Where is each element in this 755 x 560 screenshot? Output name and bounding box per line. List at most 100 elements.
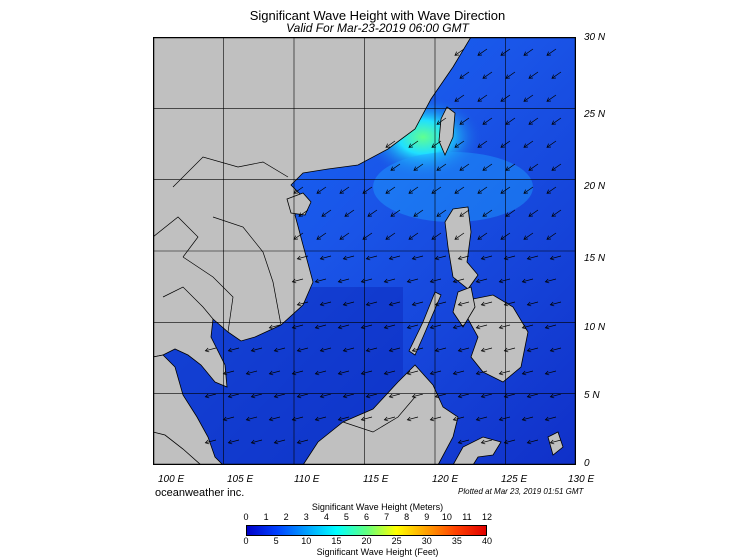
hainan-island [286, 192, 312, 216]
sulawesi-island [452, 436, 502, 465]
lon-label-130e: 130 E [568, 474, 595, 485]
lat-label-25n: 25 N [584, 109, 606, 120]
colorbar-feet-tick: 25 [391, 536, 402, 546]
colorbar-meters-tick: 9 [424, 512, 430, 522]
wave-direction-arrows [204, 48, 562, 445]
map-subtitle: Valid For Mar-23-2019 06:00 GMT [286, 21, 469, 35]
wave-direction-arrow [482, 117, 493, 125]
wave-direction-arrow [429, 416, 442, 422]
wave-direction-arrow [498, 416, 511, 422]
wave-direction-arrow [454, 232, 465, 240]
wave-direction-arrow [408, 186, 419, 194]
wave-direction-arrow [457, 255, 470, 261]
wave-direction-arrow [319, 347, 332, 353]
wave-direction-arrow [342, 301, 355, 307]
wave-direction-arrow [314, 278, 327, 284]
wave-direction-arrow [245, 416, 258, 422]
wave-direction-arrow [383, 278, 396, 284]
wave-direction-arrow [411, 255, 424, 261]
colorbar-title-meters: Significant Wave Height (Meters) [311, 502, 444, 512]
wave-direction-arrow [296, 393, 309, 399]
lat-label-30n: 30 N [584, 32, 606, 43]
wave-direction-arrow [367, 209, 378, 217]
wave-direction-arrow [523, 186, 534, 194]
wave-direction-arrow [523, 232, 534, 240]
wave-direction-arrow [342, 255, 355, 261]
colorbar-meters-tick: 7 [384, 512, 390, 522]
wave-direction-arrow [549, 347, 562, 353]
wave-direction-arrow [436, 163, 447, 171]
wave-direction-arrow [546, 232, 557, 240]
colorbar-feet-tick: 30 [421, 536, 432, 546]
wave-direction-arrow [505, 163, 516, 171]
colorbar-meters-tick: 4 [323, 512, 329, 522]
wave-direction-arrow [475, 416, 488, 422]
wave-direction-arrow [245, 370, 258, 376]
wave-direction-arrow [521, 416, 534, 422]
wave-direction-arrow [268, 324, 281, 330]
wave-direction-arrow [454, 186, 465, 194]
wave-direction-arrow [293, 232, 304, 240]
wave-direction-arrow [222, 370, 235, 376]
lon-label-100e: 100 E [158, 474, 185, 485]
wave-direction-arrow [411, 301, 424, 307]
wave-direction-arrow [342, 347, 355, 353]
wave-direction-arrow [411, 347, 424, 353]
colorbar-meters-tick: 11 [462, 512, 472, 522]
wave-direction-arrow [383, 416, 396, 422]
wave-direction-arrow [408, 232, 419, 240]
wave-direction-arrow [434, 347, 447, 353]
wave-direction-arrow [337, 324, 350, 330]
wave-direction-arrow [551, 71, 562, 79]
wave-direction-arrow [314, 370, 327, 376]
wave-direction-arrow [434, 255, 447, 261]
wave-direction-arrow [296, 255, 309, 261]
wave-direction-arrow [319, 301, 332, 307]
wave-direction-arrow [480, 255, 493, 261]
wave-direction-arrow [413, 163, 424, 171]
wave-direction-arrow [250, 439, 263, 445]
graticule [153, 37, 576, 465]
wave-direction-arrow [204, 393, 217, 399]
wave-direction-arrow [477, 48, 488, 56]
wave-direction-arrow [388, 347, 401, 353]
wave-direction-arrow [436, 117, 447, 125]
wave-direction-arrow [388, 301, 401, 307]
wave-direction-arrow [551, 209, 562, 217]
wave-direction-arrow [482, 163, 493, 171]
wave-direction-arrow [411, 393, 424, 399]
wave-direction-arrow [383, 370, 396, 376]
lon-label-105e: 105 E [227, 474, 254, 485]
wave-direction-arrow [365, 393, 378, 399]
wave-direction-arrow [500, 140, 511, 148]
lon-label-110e: 110 E [294, 474, 320, 485]
colorbar-feet-tick: 40 [481, 536, 493, 546]
plotted-timestamp: Plotted at Mar 23, 2019 01:51 GMT [458, 487, 584, 496]
wave-direction-arrow [528, 117, 539, 125]
wave-direction-arrow [298, 209, 309, 217]
wave-direction-arrow [503, 255, 516, 261]
taiwan-island [438, 106, 456, 156]
wave-direction-arrow [526, 255, 539, 261]
wave-direction-arrow [429, 278, 442, 284]
wave-direction-arrow [227, 393, 240, 399]
wave-direction-arrow [549, 393, 562, 399]
wave-direction-arrow [521, 370, 534, 376]
wave-direction-arrow [406, 370, 419, 376]
wave-direction-arrow [475, 324, 488, 330]
wave-direction-arrow [549, 301, 562, 307]
wave-direction-arrow [503, 301, 516, 307]
wave-direction-arrow [475, 370, 488, 376]
wave-direction-arrow [390, 209, 401, 217]
wave-direction-arrow [360, 416, 373, 422]
wave-direction-arrow [546, 186, 557, 194]
wave-direction-arrow [523, 140, 534, 148]
wave-direction-arrow [452, 324, 465, 330]
wave-direction-arrow [365, 255, 378, 261]
wave-direction-arrow [436, 209, 447, 217]
wave-direction-arrow [482, 71, 493, 79]
colorbar-meters-tick: 5 [343, 512, 349, 522]
wave-direction-arrow [431, 140, 442, 148]
wave-direction-arrow [544, 324, 557, 330]
wave-direction-arrow [434, 301, 447, 307]
